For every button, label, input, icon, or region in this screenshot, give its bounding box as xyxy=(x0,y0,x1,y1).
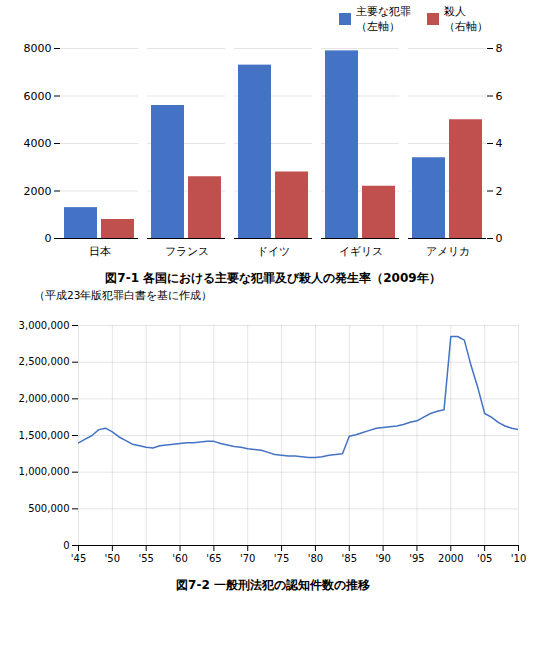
svg-text:日本: 日本 xyxy=(89,245,111,258)
html-text:（左軸）: （左軸） xyxy=(356,20,400,33)
svg-text:2,500,000: 2,500,000 xyxy=(19,356,70,367)
svg-text:'80: '80 xyxy=(308,553,323,564)
svg-text:'70: '70 xyxy=(240,553,255,564)
svg-text:8: 8 xyxy=(496,42,503,55)
svg-text:'95: '95 xyxy=(409,553,424,564)
svg-text:'90: '90 xyxy=(375,553,390,564)
html-text:主要な犯罪: 主要な犯罪 xyxy=(356,5,411,18)
svg-text:'55: '55 xyxy=(138,553,153,564)
svg-text:イギリス: イギリス xyxy=(339,245,383,258)
svg-text:6000: 6000 xyxy=(24,90,52,103)
svg-text:500,000: 500,000 xyxy=(28,503,69,514)
svg-text:'10: '10 xyxy=(511,553,526,564)
svg-text:'85: '85 xyxy=(342,553,357,564)
svg-text:3,000,000: 3,000,000 xyxy=(19,320,70,331)
html-text:殺人: 殺人 xyxy=(444,5,466,18)
svg-text:2000: 2000 xyxy=(24,185,52,198)
svg-text:0: 0 xyxy=(63,540,69,551)
html-text:図7-1 各国における主要な犯罪及び殺人の発生率（2009年: 図7-1 各国における主要な犯罪及び殺人の発生率（2009年） xyxy=(105,271,441,285)
svg-text:2: 2 xyxy=(496,185,503,198)
svg-text:アメリカ: アメリカ xyxy=(426,245,470,258)
svg-text:ドイツ: ドイツ xyxy=(257,245,290,258)
svg-text:'45: '45 xyxy=(71,553,86,564)
svg-text:2000: 2000 xyxy=(438,553,463,564)
svg-text:2,000,000: 2,000,000 xyxy=(19,393,70,404)
svg-text:8000: 8000 xyxy=(24,42,52,55)
svg-text:1,000,000: 1,000,000 xyxy=(19,466,70,477)
html-text:図7-2 一般刑法犯の認知件数の推移: 図7-2 一般刑法犯の認知件数の推移 xyxy=(176,578,370,592)
svg-text:4000: 4000 xyxy=(24,137,52,150)
html-text:（右軸）: （右軸） xyxy=(444,20,488,33)
svg-text:フランス: フランス xyxy=(165,245,209,258)
svg-text:6: 6 xyxy=(496,90,503,103)
svg-text:'50: '50 xyxy=(105,553,120,564)
svg-text:1,500,000: 1,500,000 xyxy=(19,430,70,441)
svg-text:0: 0 xyxy=(45,232,52,245)
svg-text:'65: '65 xyxy=(206,553,221,564)
svg-text:4: 4 xyxy=(496,137,503,150)
svg-text:'05: '05 xyxy=(477,553,492,564)
html-text:（平成23年版犯罪白書を基に作成）: （平成23年版犯罪白書を基に作成） xyxy=(34,289,213,301)
svg-text:'75: '75 xyxy=(274,553,289,564)
svg-text:'60: '60 xyxy=(172,553,187,564)
svg-text:0: 0 xyxy=(496,232,503,245)
